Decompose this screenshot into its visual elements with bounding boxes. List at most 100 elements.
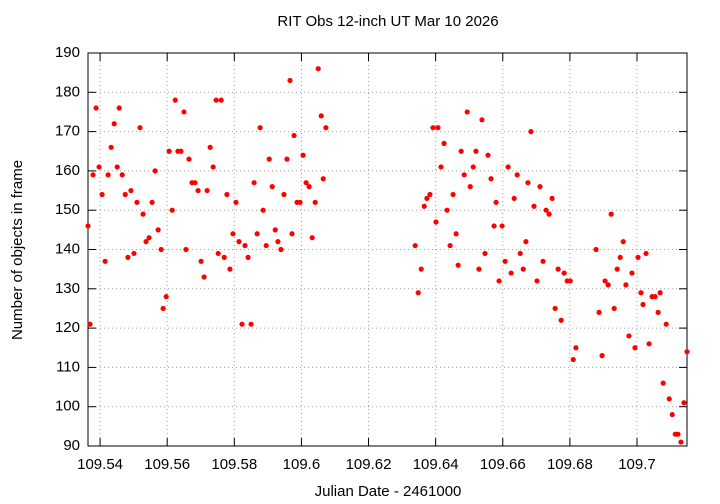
point (195, 187, 201, 194)
point (433, 219, 439, 225)
point (660, 380, 666, 386)
point (508, 270, 514, 276)
point (114, 164, 120, 170)
point (99, 191, 105, 198)
point (242, 242, 248, 249)
point (186, 156, 192, 162)
point (453, 231, 459, 237)
point (511, 195, 517, 202)
y-tick-label: 100 (55, 398, 80, 415)
point (306, 184, 312, 190)
point (543, 207, 549, 213)
x-tick-label: 109.58 (211, 456, 257, 473)
point (158, 246, 164, 253)
point (146, 235, 152, 241)
point (570, 356, 576, 363)
y-axis-label: Number of objects in frame (9, 160, 26, 340)
point (303, 180, 309, 186)
point (491, 223, 497, 229)
point (525, 180, 531, 186)
point (488, 176, 494, 182)
point (528, 129, 534, 135)
point (183, 246, 189, 253)
point (192, 180, 198, 186)
y-tick-label: 180 (55, 83, 80, 100)
point (605, 282, 611, 288)
x-tick-label: 109.56 (144, 456, 190, 473)
point (300, 152, 306, 158)
point (496, 278, 502, 284)
point (140, 211, 146, 217)
plot-frame (87, 52, 688, 447)
point (122, 191, 128, 198)
x-tick-label: 109.64 (413, 456, 459, 473)
point (281, 191, 287, 198)
point (149, 199, 155, 205)
point (181, 109, 187, 115)
y-tick-label: 110 (56, 358, 80, 375)
point (108, 144, 114, 150)
point (309, 235, 315, 241)
y-tick-label: 140 (55, 240, 80, 257)
point (643, 250, 649, 257)
point (291, 132, 297, 139)
point (424, 195, 430, 202)
point (85, 223, 91, 229)
point (438, 164, 444, 170)
point (152, 168, 158, 174)
y-tick-label: 90 (63, 437, 80, 454)
point (284, 156, 290, 162)
point (561, 270, 567, 276)
x-tick-label: 109.68 (547, 456, 593, 473)
point (275, 239, 281, 245)
x-axis-label: Julian Date - 2461000 (315, 483, 462, 500)
point (555, 266, 561, 272)
point (614, 266, 620, 272)
point (198, 258, 204, 264)
point (447, 242, 453, 249)
point (520, 266, 526, 272)
point (215, 250, 221, 257)
point (137, 125, 143, 131)
y-tick-label: 150 (55, 201, 80, 218)
point (263, 242, 269, 249)
point (172, 97, 178, 103)
point (596, 309, 602, 315)
point (646, 341, 652, 347)
point (260, 207, 266, 213)
point (473, 148, 479, 154)
point (558, 317, 564, 323)
y-tick-label: 190 (55, 44, 80, 61)
x-tick-label: 109.54 (77, 456, 123, 473)
point (90, 172, 96, 178)
point (617, 254, 623, 260)
point (430, 125, 436, 131)
point (119, 172, 125, 178)
point (552, 305, 558, 312)
y-tick-label: 130 (55, 280, 80, 297)
point (210, 164, 216, 170)
point (160, 305, 166, 312)
point (230, 231, 236, 237)
point (435, 125, 441, 131)
y-tick-label: 120 (55, 319, 80, 336)
point (245, 254, 251, 260)
point (143, 239, 149, 245)
point (546, 211, 552, 217)
point (415, 290, 421, 296)
point (418, 266, 424, 272)
point (517, 250, 523, 257)
point (602, 278, 608, 284)
point (96, 164, 102, 170)
point (461, 172, 467, 178)
point (675, 431, 681, 437)
point (233, 199, 239, 205)
point (531, 203, 537, 209)
point (626, 333, 632, 339)
point (116, 105, 122, 111)
point (318, 113, 324, 119)
point (427, 191, 433, 198)
point (207, 144, 213, 150)
point (239, 321, 245, 327)
